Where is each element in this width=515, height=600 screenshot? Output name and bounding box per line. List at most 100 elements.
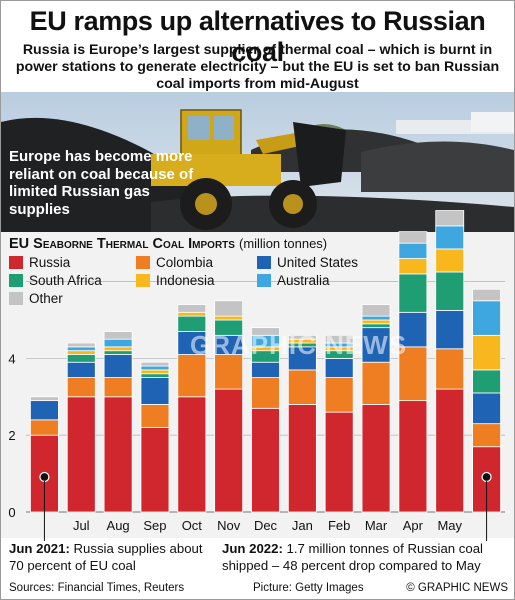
bar-segment-australia bbox=[398, 242, 428, 259]
bar-segment-colombia bbox=[361, 361, 391, 405]
bar-segment-other bbox=[66, 342, 96, 348]
legend-label-united-states: United States bbox=[277, 254, 359, 270]
bar-segment-colombia bbox=[30, 419, 59, 436]
bar-segment-russia bbox=[361, 404, 391, 513]
annotation-jun-2021: Jun 2021: Russia supplies about 70 perce… bbox=[9, 540, 209, 574]
x-tick-label: Feb bbox=[328, 518, 350, 533]
legend-item-russia: Russia bbox=[9, 253, 70, 271]
bar-segment-south-africa bbox=[398, 273, 428, 313]
legend-item-australia: Australia bbox=[257, 271, 330, 289]
bar-stack bbox=[214, 300, 244, 513]
page-subtitle: Russia is Europe’s largest supplier of t… bbox=[15, 42, 500, 92]
bar-segment-south-africa bbox=[103, 350, 133, 355]
legend-label-australia: Australia bbox=[277, 272, 330, 288]
bar-segment-colombia bbox=[287, 369, 317, 405]
bar-segment-south-africa bbox=[472, 369, 501, 394]
bar-segment-russia bbox=[324, 411, 354, 513]
bar-segment-indonesia bbox=[140, 369, 170, 375]
bar-segment-indonesia bbox=[361, 319, 391, 325]
bar-segment-russia bbox=[177, 396, 207, 513]
bar-segment-south-africa bbox=[435, 271, 465, 311]
legend-label-other: Other bbox=[29, 290, 63, 306]
bar-stack bbox=[140, 361, 170, 513]
annotation-jun-2022-lead: Jun 2022: bbox=[222, 541, 283, 556]
x-axis-ticks: Jul Aug Sep Oct Nov Dec Jan Feb Mar Apr May bbox=[73, 518, 463, 533]
bar-segment-colombia bbox=[251, 377, 280, 409]
bar-stack bbox=[103, 331, 133, 513]
legend-swatch-other bbox=[9, 291, 23, 305]
annotation-jun-2021-text: Russia supplies about 70 percent of EU c… bbox=[9, 541, 203, 573]
coal-loader-photo bbox=[1, 92, 514, 237]
bar-segment-colombia bbox=[66, 377, 96, 398]
bar-segment-australia bbox=[66, 346, 96, 352]
x-tick-label: Sep bbox=[143, 518, 166, 533]
bar-segment-colombia bbox=[324, 377, 354, 413]
bar-stack bbox=[435, 210, 465, 513]
bar-segment-indonesia bbox=[435, 248, 465, 273]
x-tick-label: Oct bbox=[182, 518, 203, 533]
page-title: EU ramps up alternatives to Russian coal bbox=[29, 6, 486, 67]
bar-segment-colombia bbox=[214, 354, 244, 390]
legend-item-south-africa: South Africa bbox=[9, 271, 102, 289]
legend-label-russia: Russia bbox=[29, 254, 71, 270]
legend-swatch-australia bbox=[257, 273, 271, 287]
bar-segment-colombia bbox=[177, 354, 207, 398]
annotation-jun-2022: Jun 2022: 1.7 million tonnes of Russian … bbox=[222, 540, 510, 574]
bar-segment-united-states bbox=[251, 361, 280, 378]
bar-segment-south-africa bbox=[66, 354, 96, 363]
bar-segment-indonesia bbox=[103, 346, 133, 352]
bar-segment-united-states bbox=[435, 309, 465, 350]
bar-stack bbox=[324, 334, 354, 513]
bar-segment-colombia bbox=[103, 377, 133, 398]
bar-stack bbox=[361, 304, 391, 513]
y-axis-ticks: 0246 bbox=[8, 275, 15, 520]
legend-label-south-africa: South Africa bbox=[29, 272, 102, 288]
bar-segment-russia bbox=[287, 404, 317, 513]
x-tick-label: Mar bbox=[365, 518, 388, 533]
bar-segment-other bbox=[251, 327, 280, 336]
bar-segment-united-states bbox=[140, 377, 170, 405]
legend-label-indonesia: Indonesia bbox=[156, 272, 215, 288]
bar-segment-colombia bbox=[398, 346, 428, 402]
bar-stack bbox=[251, 327, 280, 513]
bar-segment-other bbox=[435, 210, 465, 227]
annotation-jun-2022-text: 1.7 million tonnes of Russian coal shipp… bbox=[222, 541, 483, 573]
legend-item-united-states: United States bbox=[257, 253, 358, 271]
bar-segment-indonesia bbox=[66, 350, 96, 355]
annotation-dot bbox=[39, 471, 50, 483]
x-tick-label: Nov bbox=[217, 518, 241, 533]
bar-stack bbox=[287, 334, 317, 513]
annotation-dot bbox=[481, 471, 492, 483]
bar-segment-indonesia bbox=[398, 258, 428, 275]
legend-swatch-colombia bbox=[136, 255, 150, 269]
bar-segment-other bbox=[287, 334, 317, 340]
annotation-markers bbox=[39, 471, 492, 541]
bar-stack bbox=[66, 342, 96, 513]
x-tick-label: Apr bbox=[403, 518, 424, 533]
bar-segment-united-states bbox=[66, 361, 96, 378]
legend-item-indonesia: Indonesia bbox=[136, 271, 215, 289]
bar-segment-united-states bbox=[324, 357, 354, 378]
legend-item-other: Other bbox=[9, 289, 63, 307]
bar-segment-colombia bbox=[140, 404, 170, 428]
annotation-jun-2021-lead: Jun 2021: bbox=[9, 541, 70, 556]
chart-title-unit: (million tonnes) bbox=[238, 236, 328, 251]
x-tick-label: Dec bbox=[254, 518, 278, 533]
bar-segment-australia bbox=[435, 225, 465, 250]
legend-swatch-united-states bbox=[257, 255, 271, 269]
bar-segment-indonesia bbox=[472, 334, 501, 371]
bar-segment-australia bbox=[103, 338, 133, 348]
chart-annotations: Jun 2021: Russia supplies about 70 perce… bbox=[0, 540, 515, 580]
bar-segment-russia bbox=[66, 396, 96, 513]
bar-segment-indonesia bbox=[177, 311, 207, 317]
bar-segment-colombia bbox=[435, 348, 465, 390]
bar-segment-united-states bbox=[472, 392, 501, 425]
chart-title: EU Seaborne Thermal Coal Imports (millio… bbox=[9, 236, 327, 252]
x-tick-label: Jul bbox=[73, 518, 90, 533]
bar-segment-other bbox=[361, 304, 391, 317]
bar-stack bbox=[398, 231, 428, 513]
footer-picture-credit: Picture: Getty Images bbox=[253, 582, 364, 594]
bar-segment-indonesia bbox=[214, 315, 244, 321]
y-tick-label: 4 bbox=[8, 351, 15, 366]
